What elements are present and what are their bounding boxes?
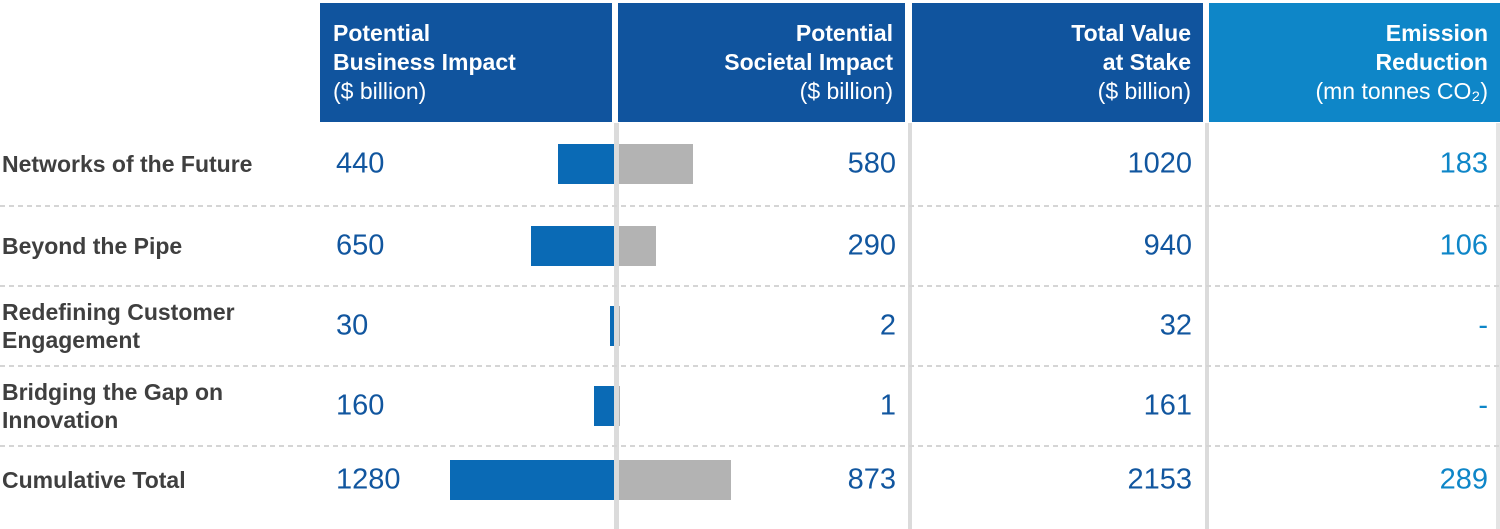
- business-impact-bar: [557, 144, 614, 184]
- business-impact-bar: [610, 306, 614, 346]
- societal-impact-bar: [619, 144, 694, 184]
- business-impact-bar: [530, 226, 614, 266]
- business-impact-bar: [593, 386, 614, 426]
- header-business-impact: Potential Business Impact ($ billion): [320, 3, 612, 122]
- business-impact-value: 160: [336, 389, 385, 422]
- header-title-line: Reduction: [1375, 49, 1488, 75]
- table-row: Cumulative Total 1280 873 2153 289: [0, 446, 1500, 514]
- table-row: Beyond the Pipe 650 290 940 106: [0, 206, 1500, 286]
- total-value-at-stake-value: 32: [1159, 309, 1192, 342]
- header-title-line: Business Impact: [333, 49, 516, 75]
- header-societal-impact: Potential Societal Impact ($ billion): [618, 3, 905, 122]
- header-unit: ($ billion): [799, 78, 893, 104]
- business-impact-value: 1280: [336, 463, 401, 496]
- societal-impact-value: 2: [879, 309, 896, 342]
- row-separator: [0, 205, 1500, 207]
- header-unit: (mn tonnes CO₂): [1315, 78, 1488, 104]
- column-divider: [1205, 123, 1209, 529]
- row-label: Networks of the Future: [2, 151, 253, 177]
- header-title-line: Potential: [333, 20, 431, 46]
- business-impact-value: 30: [336, 309, 369, 342]
- row-separator: [0, 365, 1500, 367]
- societal-impact-bar: [619, 460, 731, 500]
- header-title-line: Potential: [795, 20, 893, 46]
- column-divider: [908, 123, 912, 529]
- header-unit: ($ billion): [333, 78, 427, 104]
- societal-impact-value: 873: [847, 463, 896, 496]
- total-value-at-stake-value: 1020: [1127, 147, 1192, 180]
- header-title-line: at Stake: [1102, 49, 1191, 75]
- business-impact-bar: [450, 460, 614, 500]
- column-divider: [1496, 123, 1500, 529]
- business-impact-value: 650: [336, 229, 385, 262]
- header-emission-reduction: Emission Reduction (mn tonnes CO₂): [1209, 3, 1500, 122]
- header-title-line: Total Value: [1071, 20, 1191, 46]
- table-row: Bridging the Gap on Innovation 160 1 161…: [0, 366, 1500, 446]
- row-separator: [0, 285, 1500, 287]
- total-value-at-stake-value: 940: [1143, 229, 1192, 262]
- emission-reduction-value: 183: [1439, 147, 1488, 180]
- total-value-at-stake-value: 161: [1143, 389, 1192, 422]
- table-row: Redefining Customer Engagement 30 2 32 -: [0, 286, 1500, 366]
- emission-reduction-value: -: [1478, 389, 1488, 422]
- center-axis-line: [614, 123, 619, 529]
- societal-impact-value: 290: [847, 229, 896, 262]
- societal-impact-bar: [619, 226, 657, 266]
- row-label: Beyond the Pipe: [2, 233, 183, 259]
- row-separator: [0, 445, 1500, 447]
- row-label: Redefining Customer Engagement: [2, 299, 235, 353]
- societal-impact-value: 580: [847, 147, 896, 180]
- emission-reduction-value: 106: [1439, 229, 1488, 262]
- business-impact-value: 440: [336, 147, 385, 180]
- societal-impact-value: 1: [879, 389, 896, 422]
- header-unit: ($ billion): [1097, 78, 1191, 104]
- row-label: Bridging the Gap on Innovation: [2, 379, 224, 433]
- row-label: Cumulative Total: [2, 467, 186, 493]
- emission-reduction-value: 289: [1439, 463, 1488, 496]
- header-title-line: Societal Impact: [724, 49, 893, 75]
- emission-reduction-value: -: [1478, 309, 1488, 342]
- header-total-value: Total Value at Stake ($ billion): [912, 3, 1203, 122]
- total-value-at-stake-value: 2153: [1127, 463, 1192, 496]
- table-row: Networks of the Future 440 580 1020 183: [0, 124, 1500, 204]
- header-title-line: Emission: [1385, 20, 1488, 46]
